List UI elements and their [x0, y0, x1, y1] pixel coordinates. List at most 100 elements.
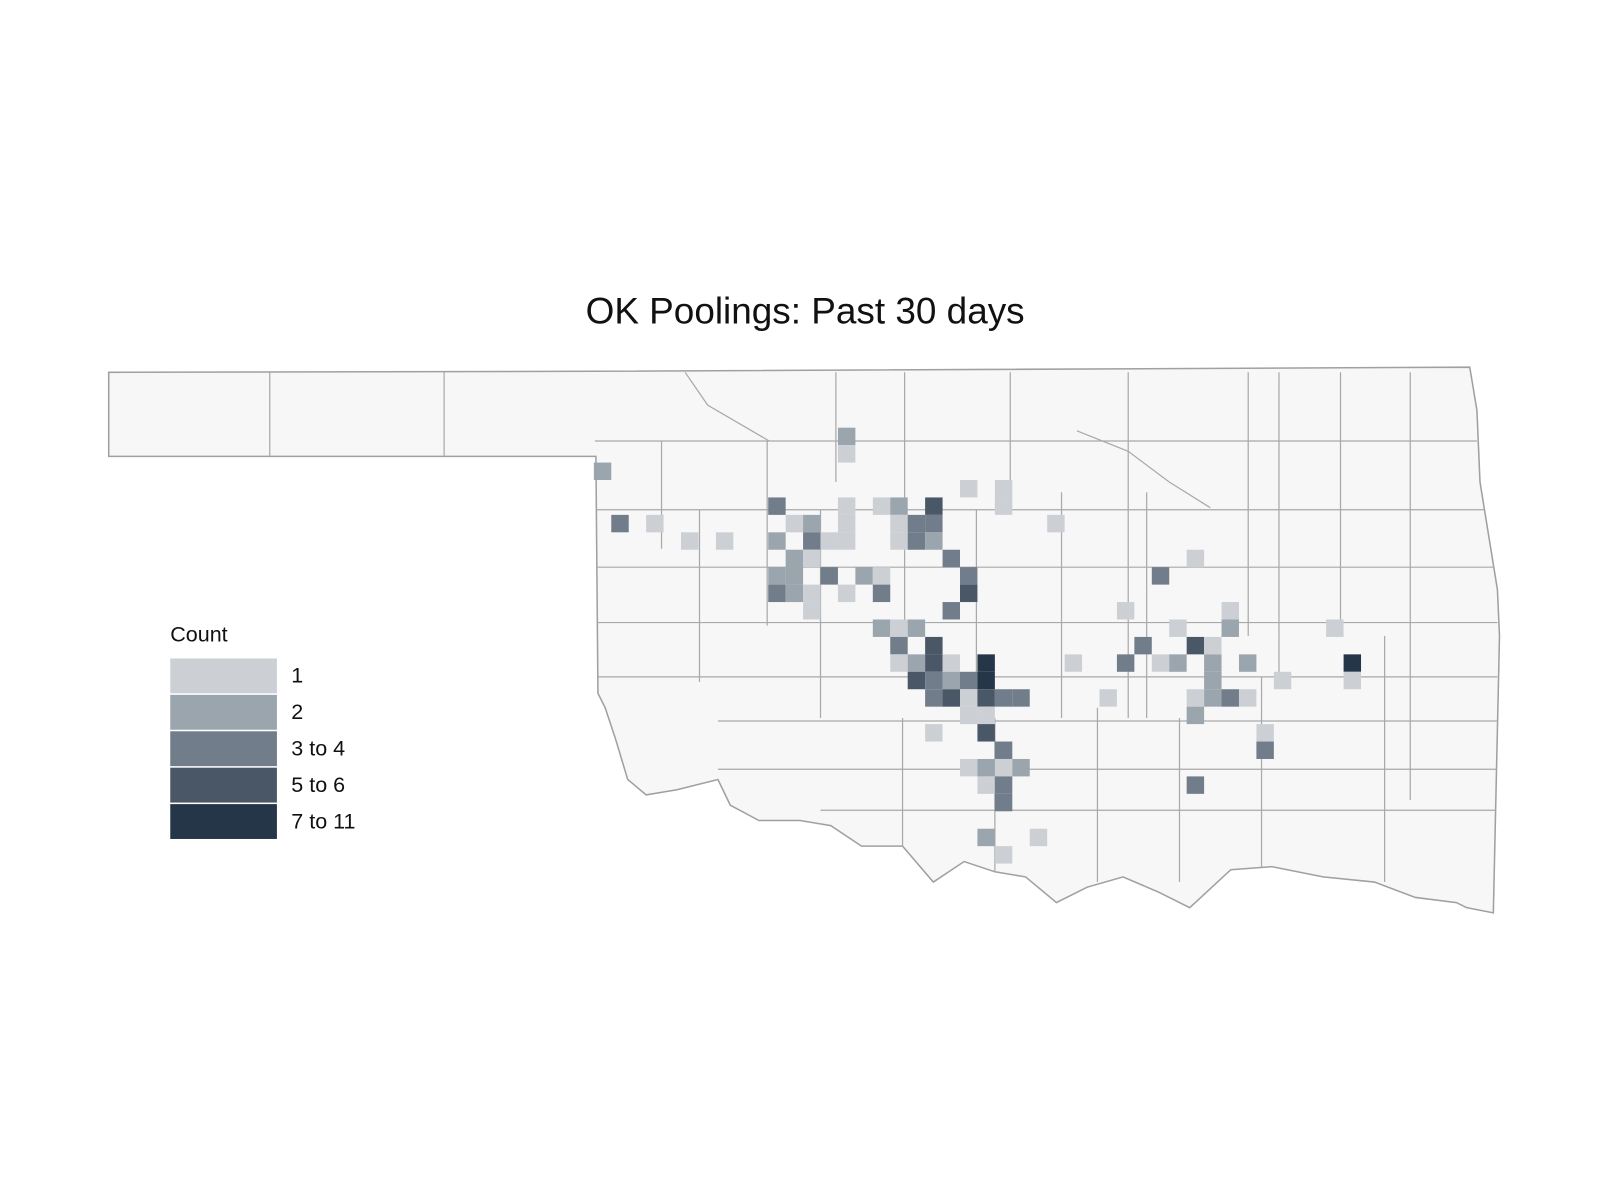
pooling-cell: [977, 758, 995, 777]
pooling-cell: [768, 584, 786, 603]
pooling-cell: [977, 654, 995, 672]
pooling-cell: [768, 567, 786, 585]
pooling-cell: [1273, 671, 1292, 690]
pooling-cell: [1204, 654, 1222, 672]
pooling-cell: [1238, 654, 1257, 672]
pooling-cell: [994, 793, 1013, 812]
pooling-cell: [942, 602, 960, 620]
pooling-cell: [785, 514, 804, 533]
pooling-cell: [977, 671, 995, 690]
pooling-cell: [837, 532, 856, 550]
pooling-cell: [1186, 689, 1205, 707]
pooling-cell: [681, 532, 699, 550]
pooling-cell: [907, 654, 926, 672]
pooling-cell: [1186, 776, 1205, 794]
pooling-cells: [593, 427, 1362, 864]
pooling-cell: [925, 636, 943, 655]
pooling-cell: [925, 654, 943, 672]
pooling-cell: [837, 584, 856, 603]
pooling-cell: [820, 567, 838, 585]
pooling-cell: [1343, 654, 1362, 672]
pooling-cell: [994, 846, 1013, 864]
pooling-cell: [785, 549, 804, 568]
pooling-cell: [907, 671, 926, 690]
pooling-cell: [803, 514, 821, 533]
pooling-cell: [890, 497, 908, 515]
legend-swatch: [170, 694, 277, 730]
pooling-cell: [960, 480, 978, 498]
pooling-cell: [855, 567, 873, 585]
pooling-cell: [1204, 636, 1222, 655]
pooling-cell: [960, 689, 978, 707]
pooling-cell: [907, 514, 926, 533]
pooling-cell: [960, 671, 978, 690]
pooling-cell: [994, 758, 1013, 777]
pooling-cell: [768, 532, 786, 550]
pooling-cell: [1221, 619, 1239, 637]
legend-title: Count: [170, 623, 227, 647]
pooling-cell: [872, 619, 891, 637]
pooling-cell: [593, 462, 612, 480]
pooling-cell: [1134, 636, 1152, 655]
pooling-cell: [994, 776, 1013, 794]
pooling-cell: [1029, 828, 1048, 847]
legend-label: 3 to 4: [291, 736, 345, 760]
pooling-cell: [611, 514, 629, 533]
legend-label: 7 to 11: [291, 809, 355, 833]
pooling-cell: [890, 636, 908, 655]
pooling-cell: [1169, 619, 1187, 637]
pooling-cell: [977, 776, 995, 794]
map-title: OK Poolings: Past 30 days: [586, 291, 1025, 332]
pooling-cell: [872, 497, 891, 515]
pooling-cell: [994, 689, 1013, 707]
pooling-cell: [942, 671, 960, 690]
pooling-cell: [1099, 689, 1117, 707]
pooling-cell: [907, 619, 926, 637]
pooling-cell: [890, 654, 908, 672]
pooling-cell: [925, 497, 943, 515]
pooling-cell: [1186, 549, 1205, 568]
legend-label: 1: [291, 664, 303, 688]
pooling-cell: [1116, 602, 1135, 620]
pooling-cell: [803, 532, 821, 550]
legend-label: 5 to 6: [291, 773, 345, 797]
pooling-cell: [837, 514, 856, 533]
pooling-cell: [994, 741, 1013, 759]
pooling-cell: [925, 689, 943, 707]
pooling-cell: [977, 706, 995, 725]
pooling-cell: [907, 532, 926, 550]
pooling-cell: [1204, 689, 1222, 707]
pooling-cell: [960, 584, 978, 603]
pooling-cell: [1186, 636, 1205, 655]
pooling-cell: [1151, 654, 1170, 672]
pooling-cell: [977, 828, 995, 847]
pooling-cell: [872, 584, 891, 603]
pooling-cell: [715, 532, 734, 550]
pooling-cell: [994, 497, 1013, 515]
pooling-cell: [925, 724, 943, 742]
pooling-cell: [803, 549, 821, 568]
pooling-cell: [1047, 514, 1065, 533]
pooling-cell: [890, 532, 908, 550]
pooling-cell: [890, 619, 908, 637]
legend: 1 2 3 to 4 5 to 6 7 to 11: [170, 658, 355, 839]
pooling-cell: [1186, 706, 1205, 725]
pooling-cell: [803, 602, 821, 620]
pooling-cell: [820, 532, 838, 550]
pooling-cell: [1343, 671, 1362, 690]
pooling-cell: [1012, 758, 1030, 777]
pooling-cell: [1012, 689, 1030, 707]
pooling-cell: [925, 671, 943, 690]
pooling-cell: [994, 480, 1013, 498]
pooling-cell: [837, 427, 856, 446]
legend-swatch: [170, 731, 277, 767]
pooling-cell: [1151, 567, 1170, 585]
pooling-cell: [960, 758, 978, 777]
legend-label: 2: [291, 700, 303, 724]
pooling-cell: [960, 706, 978, 725]
pooling-cell: [890, 514, 908, 533]
pooling-cell: [1221, 689, 1239, 707]
pooling-cell: [977, 724, 995, 742]
pooling-cell: [785, 567, 804, 585]
